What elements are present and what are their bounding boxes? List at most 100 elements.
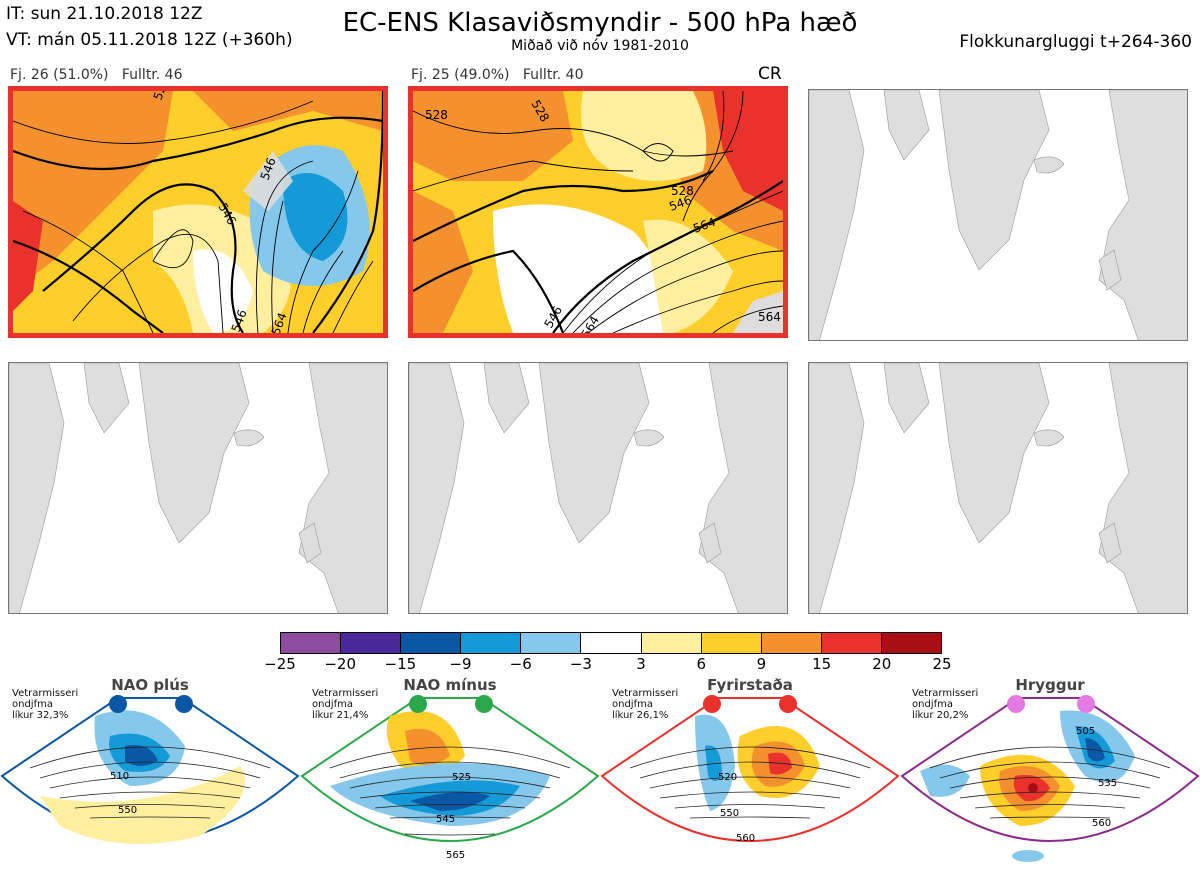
contour-label: 565 <box>446 850 465 861</box>
regime-map: 520 550 560 <box>600 695 900 844</box>
regime-title: NAO plús <box>111 676 189 694</box>
contour-label: 528 <box>151 91 172 102</box>
contour-label: 528 <box>425 108 448 122</box>
regime-note: Vetrarmisseri ondjfma líkur 21,4% <box>312 688 379 721</box>
cluster-map-4[interactable] <box>8 362 388 614</box>
land-shape <box>1098 249 1122 291</box>
contour-label: 550 <box>118 805 137 816</box>
contour-label: 510 <box>110 771 129 782</box>
colorbar-tick-label: 6 <box>696 655 707 673</box>
contour-label: 564 <box>758 310 781 324</box>
regime-nao-minus[interactable]: NAO mínus Vetrarmisseri ondjfma líkur 21,4… <box>300 676 600 871</box>
regime-note: Vetrarmisseri ondjfma líkur 32,3% <box>12 688 79 721</box>
colorbar-tick-label: 20 <box>872 655 892 673</box>
cluster-2-label: Fj. 25 (49.0%) Fulltr. 40 <box>411 67 584 83</box>
land-shape <box>938 90 1050 271</box>
colorbar-tick-label: −15 <box>384 655 417 673</box>
land-shape <box>138 363 250 544</box>
colorbar-tick-label: 25 <box>932 655 952 673</box>
colorbar-swatch <box>461 633 522 653</box>
land-shape <box>409 363 465 613</box>
contour-label: 505 <box>1076 726 1095 737</box>
cluster-window: Flokkunargluggi t+264-360 <box>959 32 1192 52</box>
land-shape <box>633 429 665 447</box>
land-shape <box>538 363 650 544</box>
contour-label: 560 <box>736 833 755 844</box>
land-shape <box>1033 429 1065 447</box>
land-shape <box>883 90 930 161</box>
regime-note: Vetrarmisseri ondjfma líkur 20,2% <box>912 688 979 721</box>
land-shape <box>809 363 865 613</box>
contour-label: 546 <box>229 308 250 333</box>
land-shape <box>233 429 265 447</box>
land-shape <box>483 363 530 434</box>
valid-time: VT: mán 05.11.2018 12Z (+360h) <box>6 30 293 50</box>
colorbar-tick-label: 15 <box>812 655 832 673</box>
cluster-map-3[interactable] <box>808 89 1188 341</box>
colorbar-tick-label: −9 <box>449 655 472 673</box>
contour-label: 564 <box>269 311 290 333</box>
colorbar-tick-label: −3 <box>569 655 592 673</box>
colorbar-swatch <box>701 633 762 653</box>
regime-note: Vetrarmisseri ondjfma líkur 26,1% <box>612 688 679 721</box>
colorbar-swatch <box>821 633 882 653</box>
cluster-1-label: Fj. 26 (51.0%) Fulltr. 46 <box>10 67 183 83</box>
land-shape <box>698 363 787 613</box>
page-title: EC-ENS Klasaviðsmyndir - 500 hPa hæð <box>342 8 858 38</box>
cluster-map-1[interactable]: 528 546 546 546 564 <box>8 86 388 338</box>
colorbar-tick-label: −20 <box>324 655 356 673</box>
land-shape <box>698 522 722 564</box>
contour-label: 520 <box>718 772 737 783</box>
regime-map: 525 545 565 <box>300 695 600 861</box>
cluster-map-2-svg: 528 528 528 546 564 546 564 564 <box>413 91 783 333</box>
land-outline <box>409 363 787 613</box>
colorbar-swatch <box>581 633 642 653</box>
regime-title: Hryggur <box>1015 676 1085 694</box>
land-outline <box>809 363 1187 613</box>
regime-map: 505 535 560 <box>900 695 1200 862</box>
cluster-map-5[interactable] <box>408 362 788 614</box>
regime-title: Fyrirstaða <box>707 676 793 694</box>
land-shape <box>809 90 865 340</box>
colorbar-tick-label: 9 <box>756 655 767 673</box>
colorbar-tick-label: −25 <box>264 655 296 673</box>
land-shape <box>1098 522 1122 564</box>
colorbar-swatch <box>281 633 342 653</box>
land-shape <box>298 522 322 564</box>
land-shape <box>1098 363 1187 613</box>
land-shape <box>883 363 930 434</box>
colorbar-swatch <box>521 633 582 653</box>
colorbar-tick-label: −6 <box>509 655 532 673</box>
land-outline <box>809 90 1187 340</box>
colorbar <box>280 632 942 654</box>
cluster-map-6[interactable] <box>808 362 1188 614</box>
land-outline <box>9 363 387 613</box>
contour-label: 535 <box>1098 778 1117 789</box>
land-shape <box>1098 90 1187 340</box>
colorbar-swatch <box>341 633 402 653</box>
page-subtitle: Miðað við nóv 1981-2010 <box>511 38 689 54</box>
land-shape <box>83 363 130 434</box>
cluster-2-regime-tag: CR <box>758 64 782 84</box>
colorbar-swatch <box>881 633 942 653</box>
contour-label: 528 <box>671 184 694 198</box>
contour-label: 550 <box>720 808 739 819</box>
init-time: IT: sun 21.10.2018 12Z <box>6 4 203 24</box>
contour-label: 560 <box>1092 818 1111 829</box>
cluster-map-2[interactable]: 528 528 528 546 564 546 564 564 <box>408 86 788 338</box>
regime-ridge[interactable]: Hryggur Vetrarmisseri ondjfma líkur 20,2% … <box>900 676 1200 871</box>
land-shape <box>298 363 387 613</box>
regime-blocking[interactable]: Fyrirstaða Vetrarmisseri ondjfma líkur 26,… <box>600 676 900 871</box>
colorbar-swatch <box>401 633 462 653</box>
colorbar-swatch <box>761 633 822 653</box>
land-shape <box>938 363 1050 544</box>
land-shape <box>9 363 65 613</box>
colorbar-swatch <box>641 633 702 653</box>
contour-label: 525 <box>452 772 471 783</box>
regime-title: NAO mínus <box>403 676 497 694</box>
colorbar-tick-label: 3 <box>636 655 646 673</box>
contour-label: 545 <box>436 814 455 825</box>
regime-nao-plus[interactable]: NAO plús Vetrarmisseri ondjfma líkur 32,3%… <box>0 676 300 871</box>
regime-map: 510 550 <box>0 695 300 844</box>
cluster-map-1-svg: 528 546 546 546 564 <box>13 91 383 333</box>
